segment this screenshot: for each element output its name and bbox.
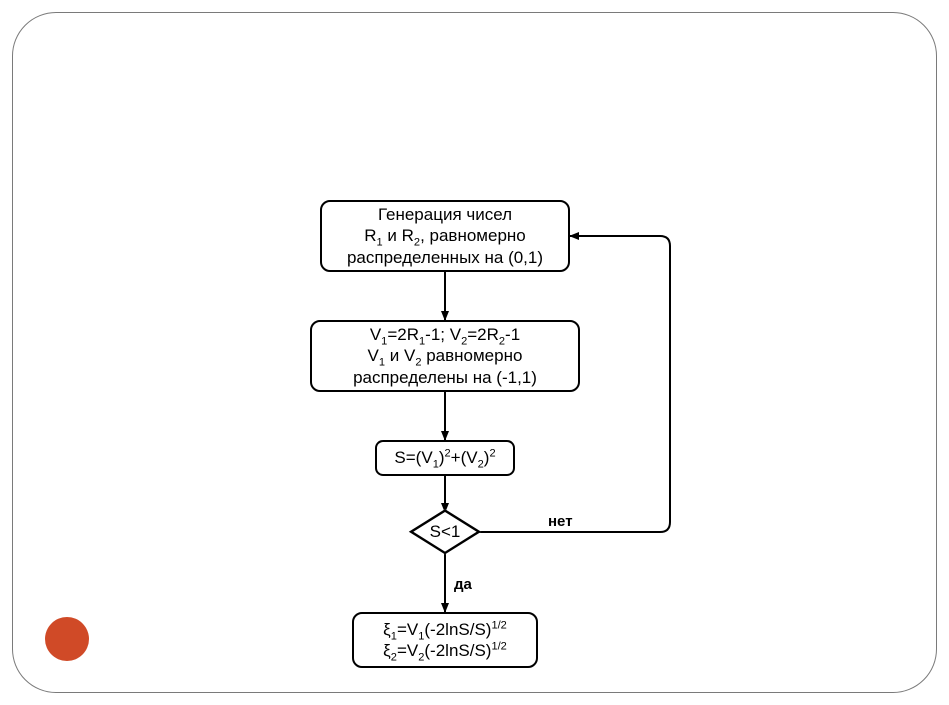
node-text-line: R1 и R2, равномерно [364, 225, 526, 246]
node-text-line: V1 и V2 равномерно [368, 345, 523, 366]
node-text-line: Генерация чисел [378, 204, 512, 225]
node-decision-s-lt-1: S<1 [413, 512, 477, 552]
node-output-xi: ξ1=V1(-2lnS/S)1/2ξ2=V2(-2lnS/S)1/2 [352, 612, 538, 668]
node-generate-numbers: Генерация чиселR1 и R2, равномернораспре… [320, 200, 570, 272]
edge-label: нет [548, 513, 573, 530]
node-text-line: V1=2R1-1; V2=2R2-1 [370, 324, 520, 345]
node-text-line: распределены на (-1,1) [353, 367, 537, 388]
node-compute-s: S=(V1)2+(V2)2 [375, 440, 515, 476]
edge-label: да [454, 576, 472, 593]
node-text-line: S=(V1)2+(V2)2 [394, 447, 495, 468]
decision-label: S<1 [413, 512, 477, 552]
node-text-line: распределенных на (0,1) [347, 247, 543, 268]
accent-dot [45, 617, 89, 661]
node-text-line: ξ1=V1(-2lnS/S)1/2 [383, 619, 507, 640]
node-text-line: ξ2=V2(-2lnS/S)1/2 [383, 640, 507, 661]
node-transform-v: V1=2R1-1; V2=2R2-1V1 и V2 равномернорасп… [310, 320, 580, 392]
